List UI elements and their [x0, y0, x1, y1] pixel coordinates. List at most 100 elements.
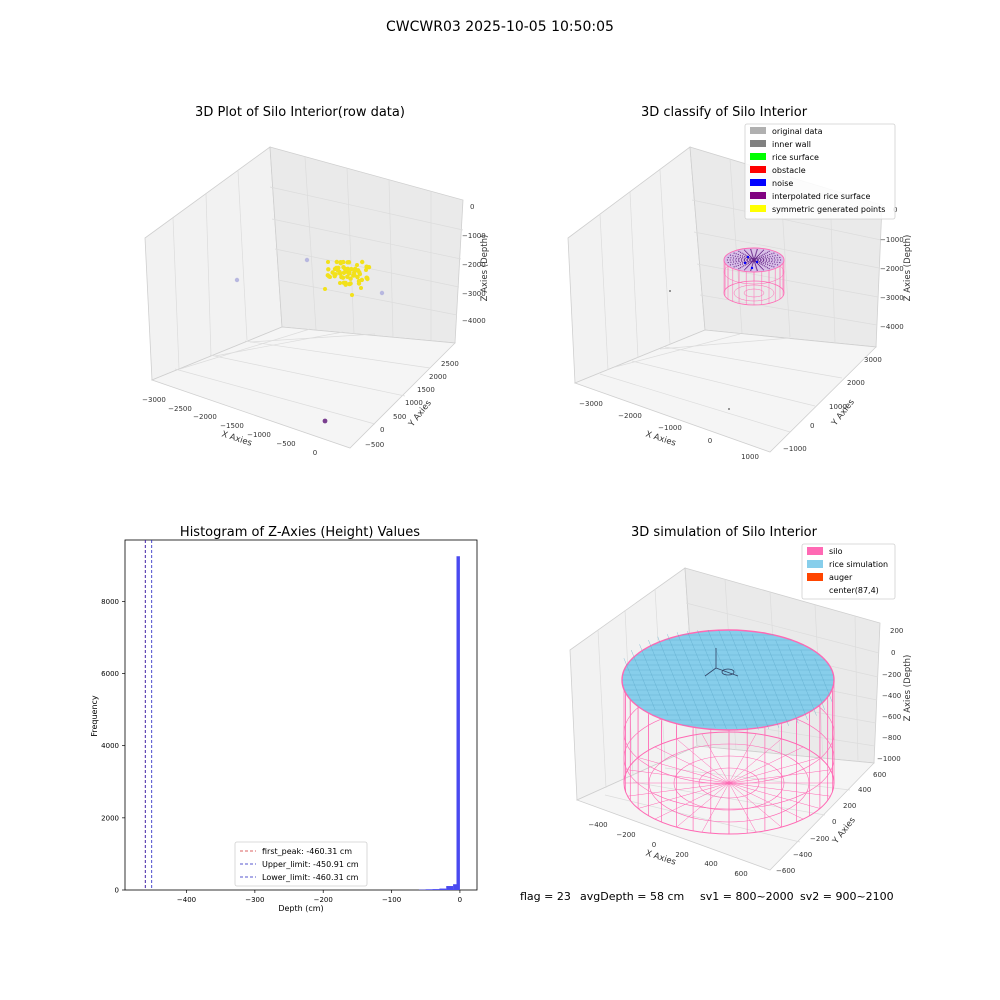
- surface-point: [734, 255, 737, 257]
- z-tick: −600: [882, 713, 901, 721]
- surface-point: [758, 261, 760, 263]
- surface-point: [747, 265, 750, 267]
- surface-point: [777, 264, 779, 266]
- cluster-point: [345, 260, 350, 265]
- center-axes-marker: [704, 648, 739, 677]
- surface-point: [762, 260, 765, 262]
- surface-point: [760, 263, 762, 265]
- legend-label: noise: [772, 179, 793, 188]
- surface-point: [758, 253, 761, 255]
- panel1-axes-box: [144, 146, 464, 449]
- noise-point: [755, 260, 759, 264]
- surface-point: [771, 257, 773, 259]
- surface-point: [741, 260, 743, 262]
- cluster-point: [326, 260, 330, 264]
- legend-label: silo: [829, 547, 843, 556]
- z-tick: −3000: [462, 290, 486, 298]
- panel-raw-data: 3D Plot of Silo Interior(row data): [142, 105, 490, 457]
- hist-ylabel: Frequency: [90, 695, 99, 737]
- z-axis-label: Z Axies (Depth): [903, 655, 913, 722]
- surface-point: [738, 258, 740, 260]
- surface-point: [760, 262, 762, 264]
- surface-point: [755, 256, 758, 258]
- surface-point: [762, 257, 764, 259]
- surface-point: [737, 256, 739, 258]
- surface-point: [754, 256, 756, 258]
- surface-point: [737, 262, 739, 264]
- surface-point: [768, 268, 770, 270]
- surface-point: [755, 267, 758, 269]
- surface-point: [746, 267, 748, 269]
- x-tick-label: −200: [314, 896, 333, 904]
- surface-point: [735, 265, 737, 267]
- surface-point: [750, 262, 753, 264]
- surface-point: [729, 259, 731, 261]
- y-tick: −400: [793, 851, 812, 859]
- surface-point: [766, 259, 768, 261]
- legend-swatch: [750, 205, 766, 212]
- panel1-title: 3D Plot of Silo Interior(row data): [195, 105, 405, 120]
- legend-label: original data: [772, 127, 823, 136]
- y-tick: 1000: [829, 403, 847, 411]
- y-tick-label: 2000: [101, 814, 119, 822]
- cluster-point: [349, 266, 354, 272]
- surface-point: [741, 255, 744, 257]
- cluster-point: [355, 274, 360, 280]
- surface-point: [730, 261, 732, 263]
- x-tick: 0: [313, 449, 317, 457]
- flag-text: flag = 23: [520, 890, 571, 903]
- noise-point: [750, 266, 754, 270]
- surface-point: [769, 253, 771, 256]
- surface-point: [747, 258, 749, 260]
- hist-plot-area: [124, 539, 478, 891]
- z-tick: 200: [890, 627, 903, 635]
- surface-point: [735, 257, 737, 259]
- outlier-point: [304, 257, 310, 263]
- cluster-point: [359, 286, 363, 290]
- x-tick: −3000: [142, 396, 166, 404]
- x-tick: 600: [734, 870, 747, 878]
- legend-label: auger: [829, 573, 853, 582]
- surface-point: [732, 259, 734, 261]
- y-tick: 2000: [847, 379, 865, 387]
- surface-point: [743, 253, 745, 255]
- surface-point: [749, 261, 751, 263]
- surface-point: [744, 257, 746, 259]
- surface-point: [769, 262, 771, 264]
- surface-point: [754, 255, 756, 257]
- surface-point: [754, 254, 757, 256]
- panel2-title: 3D classify of Silo Interior: [641, 105, 808, 120]
- x-tick: −2000: [618, 412, 642, 420]
- x-tick-label: −100: [382, 896, 401, 904]
- surface-point: [748, 254, 751, 256]
- y-tick: 2500: [441, 360, 459, 368]
- cluster-point: [338, 281, 342, 285]
- surface-point: [762, 261, 764, 263]
- surface-point: [764, 255, 767, 257]
- hist-xlabel: Depth (cm): [278, 904, 323, 913]
- surface-point: [727, 261, 729, 264]
- hist-reference-lines: [144, 540, 153, 890]
- surface-point: [777, 254, 779, 256]
- x-tick: 400: [704, 860, 717, 868]
- x-tick: −2500: [168, 405, 192, 413]
- surface-point: [744, 249, 746, 251]
- surface-point: [747, 262, 750, 264]
- surface-point: [755, 251, 758, 253]
- cluster-point: [364, 264, 369, 269]
- surface-point: [756, 250, 758, 252]
- cluster-point: [345, 274, 350, 279]
- surface-point: [751, 264, 754, 266]
- legend-swatch: [750, 166, 766, 173]
- y-tick: 0: [810, 422, 814, 430]
- x-axis-label: X Axies: [644, 848, 677, 867]
- surface-point: [729, 254, 732, 256]
- surface-point: [769, 256, 771, 258]
- surface-point: [764, 261, 766, 263]
- surface-point: [752, 262, 754, 264]
- cluster-point: [364, 268, 368, 272]
- legend-label: rice simulation: [829, 560, 888, 569]
- x-tick: −400: [588, 821, 607, 829]
- surface-point: [757, 264, 760, 266]
- noise-point: [743, 261, 747, 265]
